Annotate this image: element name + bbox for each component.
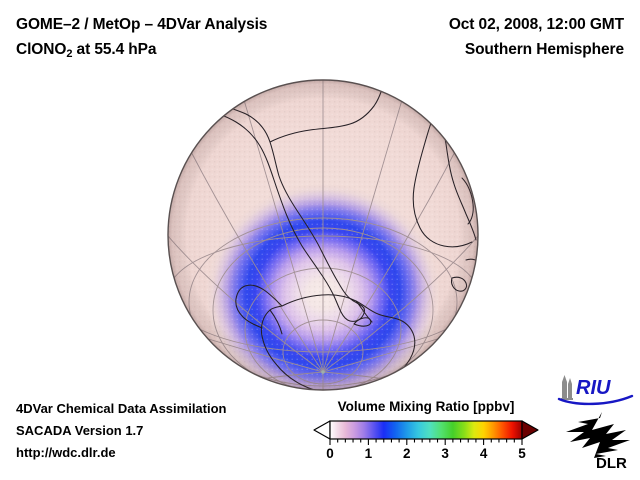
footer-info-block: 4DVar Chemical Data Assimilation SACADA … [16, 398, 227, 464]
coastline-new-zealand [407, 377, 427, 390]
species-altitude-label: ClONO2 at 55.4 hPa [16, 37, 267, 67]
limb-shading [168, 80, 478, 390]
colorbar-tick-marks [329, 439, 523, 445]
dlr-logo: DLR [562, 410, 636, 472]
globe-outline [167, 79, 479, 391]
colorbar-tick-labels: 0 1 2 3 4 5 [310, 446, 542, 466]
colorbar-gradient-svg [313, 420, 539, 445]
riu-logo-svg: RIU [557, 375, 634, 406]
colorbar-low-arrow [313, 420, 331, 440]
spire-icon [561, 375, 573, 400]
riu-swoosh [557, 394, 634, 406]
dlr-logo-svg: DLR [566, 412, 630, 472]
riu-wordmark: RIU [576, 377, 611, 399]
orthographic-projection-svg [167, 79, 479, 391]
globe-map [166, 78, 480, 392]
dlr-pinwheel-icon [566, 412, 630, 458]
south-pole-marker [321, 370, 325, 374]
colorbar-tick-label: 5 [518, 446, 526, 461]
colorbar-tick-label: 0 [326, 446, 334, 461]
version-label: SACADA Version 1.7 [16, 423, 144, 438]
colorbar-tick-label: 4 [479, 446, 488, 461]
header-right-block: Oct 02, 2008, 12:00 GMT Southern Hemisph… [449, 12, 624, 62]
colorbar-title: Volume Mixing Ratio [ppbv] [337, 399, 515, 414]
dlr-wordmark: DLR [596, 455, 627, 472]
species-subscript: 2 [66, 48, 73, 60]
website-link[interactable]: http://wdc.dlr.de [16, 445, 116, 460]
altitude-label: at 55.4 hPa [72, 41, 157, 58]
colorbar: Volume Mixing Ratio [ppbv] 0 1 2 3 4 5 [310, 398, 542, 466]
timestamp-label: Oct 02, 2008, 12:00 GMT [448, 16, 624, 33]
header-left-block: GOME–2 / MetOp – 4DVar Analysis ClONO2 a… [16, 12, 267, 67]
colorbar-tick-label: 2 [403, 446, 411, 461]
colorbar-high-arrow [521, 420, 539, 440]
region-label: Southern Hemisphere [464, 41, 624, 58]
riu-logo: RIU [556, 372, 634, 406]
page-title: GOME–2 / MetOp – 4DVar Analysis [16, 16, 268, 33]
project-label: 4DVar Chemical Data Assimilation [16, 401, 227, 416]
colorbar-tick-label: 1 [364, 446, 373, 461]
colorbar-tick-label: 3 [441, 446, 449, 461]
species-name: ClONO [16, 41, 67, 58]
colorbar-ramp [329, 420, 523, 440]
